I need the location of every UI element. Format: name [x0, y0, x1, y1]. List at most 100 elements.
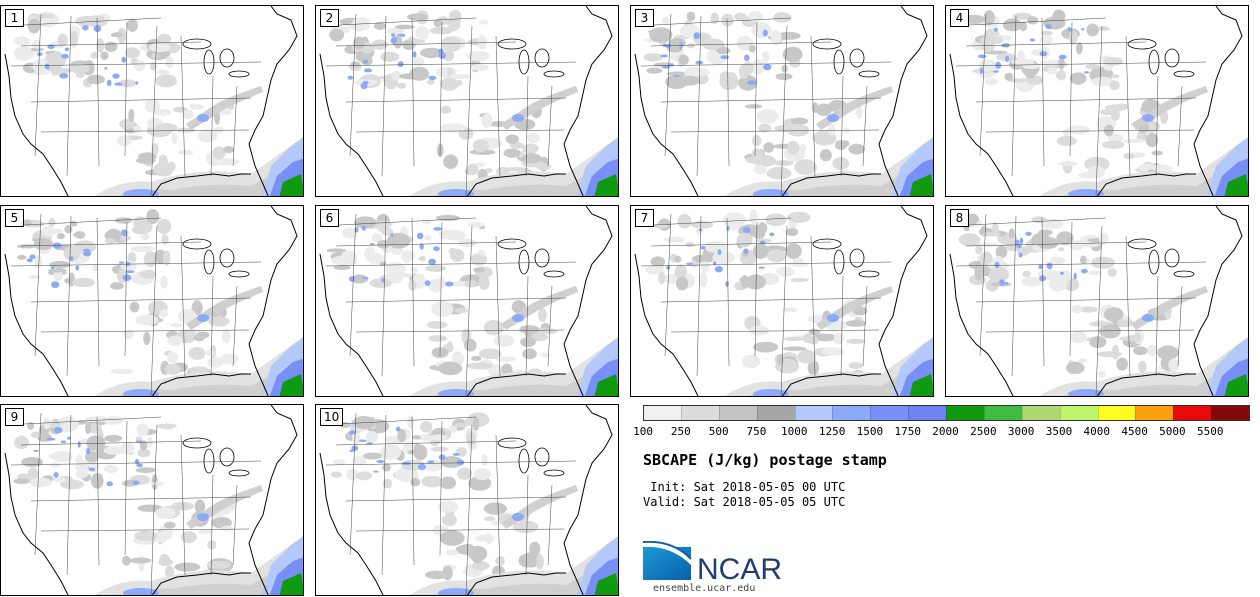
state-borders — [949, 13, 1207, 196]
cape-shading — [662, 43, 667, 47]
colorbar-swatch — [680, 406, 719, 420]
cape-shading — [59, 72, 69, 79]
cape-shading — [26, 258, 33, 263]
cape-shading — [845, 338, 866, 344]
great-lakes — [219, 248, 235, 268]
ocean-shading — [409, 536, 618, 595]
cape-shading — [177, 149, 194, 155]
cape-shading — [431, 300, 454, 317]
colorbar-swatch — [644, 406, 681, 420]
cape-shading — [197, 314, 209, 322]
cape-shading — [73, 240, 97, 254]
cape-shading — [646, 67, 663, 74]
cape-shading — [160, 275, 168, 289]
cape-shading — [49, 260, 71, 269]
cape-shading — [355, 51, 365, 62]
cape-shading — [106, 481, 113, 487]
cape-shading — [749, 208, 758, 225]
cape-shading — [445, 281, 454, 287]
cape-shading — [1046, 262, 1053, 270]
cape-shading — [397, 429, 407, 443]
cape-shading — [827, 123, 836, 136]
great-lakes — [833, 249, 845, 275]
cape-shading — [402, 40, 415, 50]
cape-shading — [433, 227, 442, 231]
cape-shading — [470, 355, 482, 361]
cape-shading — [382, 463, 391, 472]
cape-shading — [1018, 252, 1023, 258]
east-coastline — [248, 6, 298, 196]
great-lakes — [497, 437, 527, 449]
cape-shading — [1008, 228, 1015, 239]
cape-shading — [382, 478, 393, 489]
great-lakes — [203, 249, 215, 275]
cape-shading — [27, 422, 35, 430]
cape-shading — [785, 243, 802, 259]
conus-map — [4, 405, 303, 595]
cape-shading — [428, 278, 443, 293]
cape-shading — [129, 301, 140, 313]
cape-shading — [763, 142, 775, 153]
cape-shading — [758, 266, 766, 269]
cape-shading — [104, 41, 118, 53]
panel-number: 8 — [950, 209, 969, 227]
cape-shading — [157, 529, 173, 541]
cape-shading — [678, 54, 689, 66]
cape-shading — [381, 277, 385, 283]
cape-shading — [845, 320, 867, 327]
cape-shading — [333, 459, 346, 465]
west-coastline — [949, 53, 1014, 196]
gulf-coastline — [1096, 373, 1196, 396]
cape-shading — [680, 214, 691, 228]
cape-shading — [156, 218, 172, 235]
cape-shading — [1119, 336, 1141, 342]
cape-shading — [360, 82, 368, 90]
cape-shading — [75, 70, 85, 79]
cape-shading — [440, 476, 457, 490]
cape-shading — [352, 456, 367, 466]
cape-shading — [390, 37, 397, 44]
cape-shading — [433, 19, 443, 28]
cape-shading — [365, 431, 379, 443]
cape-shading — [349, 276, 355, 282]
cape-shading — [749, 325, 770, 336]
colorbar-tick-label: 3500 — [1045, 425, 1073, 438]
cape-shading — [96, 38, 105, 53]
map-panel-7: 7 — [630, 205, 934, 397]
cape-shading — [675, 276, 689, 291]
cape-shading — [188, 346, 206, 360]
conus-map — [319, 405, 618, 595]
cape-shading — [686, 42, 695, 49]
cape-shading — [1145, 132, 1159, 148]
panel-number: 2 — [320, 9, 339, 27]
ocean-shading — [123, 389, 159, 396]
cape-shading — [848, 143, 866, 155]
cape-shading — [464, 280, 478, 288]
cape-shading — [540, 352, 551, 358]
cape-shading — [114, 217, 133, 224]
cape-shading — [456, 459, 465, 466]
cape-shading — [155, 123, 178, 133]
cape-shading — [832, 157, 850, 170]
panel-number: 1 — [5, 9, 24, 27]
cape-shading — [155, 74, 177, 88]
cape-shading — [1081, 28, 1085, 31]
cape-shading — [819, 149, 832, 162]
cape-shading — [685, 262, 693, 265]
cape-shading — [132, 480, 140, 486]
cape-shading — [362, 81, 369, 85]
east-coastline — [1193, 206, 1243, 396]
cape-shading — [63, 246, 80, 262]
cape-shading — [139, 270, 157, 279]
cape-shading — [326, 248, 347, 253]
cape-shading — [410, 267, 419, 273]
cape-shading — [663, 236, 686, 243]
cape-shading — [119, 261, 125, 264]
cape-shading — [501, 485, 578, 529]
cape-shading — [742, 226, 751, 234]
cape-shading — [428, 335, 448, 342]
cape-shading — [162, 250, 171, 266]
cape-shading — [116, 135, 132, 147]
cape-shading — [17, 254, 27, 260]
map-panel-10: 10 — [315, 404, 619, 596]
